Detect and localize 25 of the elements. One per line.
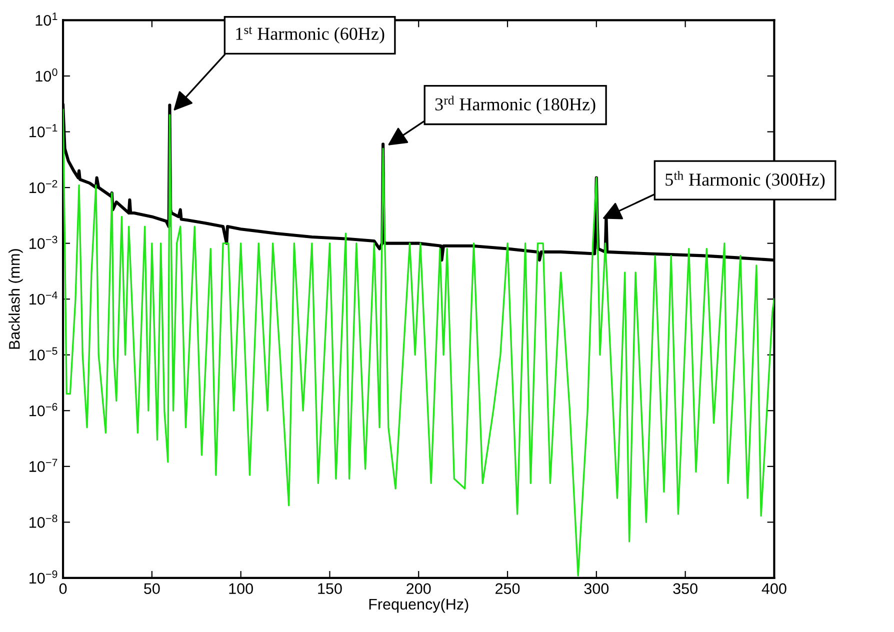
y-tick-label: 10$^{−9}$: [30, 570, 58, 584]
annotation: 3$^{rd}$ Harmonic (180Hz): [435, 96, 596, 114]
x-tick-label: 250: [496, 583, 520, 594]
y-tick-label: 10$^{−8}$: [30, 514, 58, 528]
y-tick-label: 10$^{1}$: [36, 12, 58, 26]
x-tick-label: 0: [59, 583, 67, 594]
annotation: 5$^{th}$ Harmonic (300Hz): [666, 170, 825, 190]
x-tick-label: 200: [406, 583, 431, 594]
y-tick-label: 10$^{−2}$: [30, 180, 58, 194]
x-tick-label: 400: [762, 583, 786, 594]
y-tick-label: 10$^{−3}$: [30, 236, 58, 249]
x-tick-label: 150: [318, 583, 342, 594]
x-tick-label: 50: [144, 583, 160, 594]
y-axis-title: Backlash (mm): [8, 249, 23, 349]
y-tick-label: 10$^{−1}$: [30, 124, 58, 138]
y-tick-label: 10$^{−7}$: [30, 458, 58, 472]
y-tick-label: 10$^{0}$: [36, 68, 58, 82]
y-tick-label: 10$^{−5}$: [30, 347, 58, 360]
x-tick-label: 300: [584, 583, 609, 594]
x-tick-label: 350: [673, 583, 698, 594]
annotation: 1$^{st}$ Harmonic (60Hz): [236, 26, 384, 44]
x-tick-label: 100: [229, 583, 253, 594]
y-tick-label: 10$^{−4}$: [30, 291, 58, 305]
x-axis-title: Frequency(Hz): [369, 598, 468, 613]
y-tick-label: 10$^{−6}$: [30, 403, 58, 416]
